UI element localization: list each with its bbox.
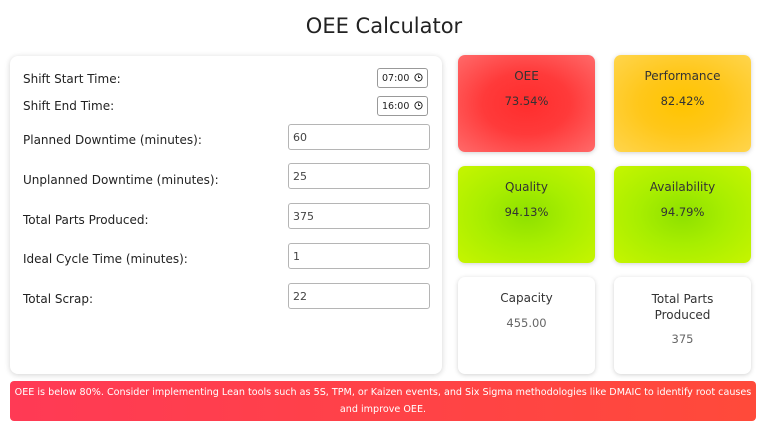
oee-recommendation-alert: OEE is below 80%. Consider implementing … (10, 381, 756, 421)
oee-title: OEE (514, 69, 539, 83)
ideal-cycle-input[interactable]: 1 (288, 243, 430, 269)
oee-card: OEE 73.54% (458, 55, 595, 152)
quality-value: 94.13% (504, 205, 549, 219)
ideal-cycle-label: Ideal Cycle Time (minutes): (23, 252, 188, 266)
performance-card: Performance 82.42% (614, 55, 751, 152)
planned-downtime-label: Planned Downtime (minutes): (23, 133, 202, 147)
shift-start-value: 07:00 (382, 72, 410, 84)
clock-icon[interactable] (414, 101, 423, 110)
total-parts-label: Total Parts Produced: (23, 213, 149, 227)
unplanned-downtime-label: Unplanned Downtime (minutes): (23, 173, 219, 187)
shift-start-label: Shift Start Time: (23, 72, 121, 86)
availability-card: Availability 94.79% (614, 166, 751, 263)
capacity-title: Capacity (500, 291, 553, 305)
oee-value: 73.54% (504, 94, 549, 108)
capacity-value: 455.00 (506, 316, 547, 330)
total-scrap-label: Total Scrap: (23, 292, 94, 306)
total-parts-card: Total Parts Produced 375 (614, 277, 751, 374)
capacity-card: Capacity 455.00 (458, 277, 595, 374)
total-parts-title: Total Parts Produced (651, 292, 714, 322)
planned-downtime-input[interactable]: 60 (288, 124, 430, 150)
shift-end-time-input[interactable]: 16:00 (377, 96, 428, 116)
shift-start-time-input[interactable]: 07:00 (377, 68, 428, 88)
total-scrap-input[interactable]: 22 (288, 283, 430, 309)
page-title: OEE Calculator (305, 14, 463, 38)
performance-title: Performance (644, 69, 721, 83)
total-parts-input[interactable]: 375 (288, 203, 430, 229)
performance-value: 82.42% (660, 94, 705, 108)
quality-card: Quality 94.13% (458, 166, 595, 263)
shift-end-label: Shift End Time: (23, 99, 115, 113)
input-form-card: Shift Start Time: 07:00 Shift End Time: … (10, 56, 442, 374)
unplanned-downtime-input[interactable]: 25 (288, 163, 430, 189)
shift-end-value: 16:00 (382, 100, 410, 112)
clock-icon[interactable] (414, 73, 423, 82)
availability-title: Availability (649, 180, 716, 194)
quality-title: Quality (505, 180, 548, 194)
availability-value: 94.79% (660, 205, 705, 219)
total-parts-value: 375 (671, 332, 694, 346)
